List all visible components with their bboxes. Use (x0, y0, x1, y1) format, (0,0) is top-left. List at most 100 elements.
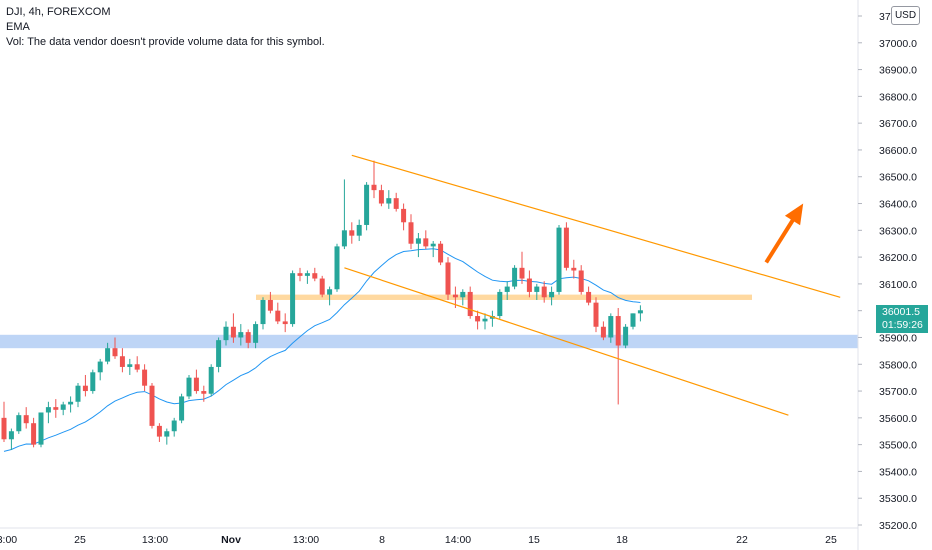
candle (319, 275, 325, 298)
candle (438, 241, 444, 266)
candle (608, 313, 614, 343)
candle (142, 364, 148, 392)
x-tick-label: Nov (221, 534, 241, 546)
candle (223, 321, 229, 346)
candle (556, 224, 562, 295)
x-tick-label: 13:00 (142, 534, 168, 546)
y-tick-label: 35700.0 (879, 386, 917, 398)
y-tick-label: 35500.0 (879, 440, 917, 452)
candle-body (31, 423, 37, 445)
candle (571, 259, 577, 279)
x-tick-label: 13:00 (293, 534, 319, 546)
candle (526, 270, 532, 298)
candle (401, 203, 407, 231)
candle (171, 417, 177, 437)
candle-body (371, 184, 377, 191)
plot-area[interactable] (0, 0, 858, 528)
ema-line (3, 248, 641, 452)
candle-body (608, 316, 614, 338)
candle-body (142, 369, 148, 386)
candle-body (119, 356, 125, 367)
candle-body (82, 385, 88, 392)
candle (216, 337, 222, 373)
y-tick-label: 36700.0 (879, 118, 917, 130)
candle-body (408, 222, 414, 244)
candle (341, 179, 347, 250)
x-tick-label: 8 (379, 534, 385, 546)
zones-layer (0, 294, 858, 349)
candle-body (563, 227, 569, 268)
candle (378, 184, 384, 207)
currency-badge[interactable]: USD (891, 6, 920, 25)
support-zone (0, 334, 858, 349)
price-axis[interactable]: 37100.037000.036900.036800.036700.036600… (858, 11, 917, 532)
candle-body (105, 348, 111, 362)
candle-body (586, 291, 592, 303)
candle-body (90, 372, 96, 392)
candle-body (112, 348, 118, 357)
candle (504, 281, 510, 300)
y-tick-label: 35600.0 (879, 413, 917, 425)
candle (45, 401, 51, 424)
candles-layer (1, 160, 643, 450)
candle-body (519, 267, 525, 279)
candle (430, 241, 436, 258)
candle-body (208, 366, 214, 394)
candle-body (423, 238, 429, 247)
candle-body (312, 273, 318, 279)
candle-body (8, 431, 14, 440)
candle (415, 232, 421, 258)
candle-body (297, 273, 303, 276)
y-tick-label: 37000.0 (879, 38, 917, 50)
candle (164, 428, 170, 445)
candle (482, 313, 488, 330)
candle-body (334, 246, 340, 290)
candle (563, 222, 569, 271)
candle-body (16, 415, 22, 432)
candle-body (415, 238, 421, 244)
candle (393, 192, 399, 212)
candle (134, 356, 140, 373)
drawings-layer (344, 154, 841, 416)
candle-body (38, 412, 44, 445)
candle (260, 297, 266, 330)
candle-body (238, 332, 244, 338)
candle-body (60, 404, 66, 410)
candle-body (186, 377, 192, 397)
candle-body (356, 224, 362, 236)
y-tick-label: 35900.0 (879, 332, 917, 344)
candle-body (534, 286, 540, 292)
x-tick-label: 18 (616, 534, 628, 546)
candle-body (282, 321, 288, 325)
candle-body (526, 278, 532, 292)
y-tick-label: 36500.0 (879, 172, 917, 184)
candle-body (201, 391, 207, 394)
candle (386, 190, 392, 209)
candle-body (556, 227, 562, 292)
candle-body (156, 425, 162, 437)
time-axis[interactable]: 13:00 25 13:00 Nov 13:00 8 14:00 15 18 22 25 (0, 534, 837, 546)
candle-body (452, 294, 458, 298)
candle (60, 401, 66, 416)
channel-lower-line (344, 267, 789, 416)
bar-countdown: 01:59:26 (882, 319, 923, 331)
ema-indicator-label[interactable]: EMA (6, 21, 30, 33)
candle (282, 313, 288, 333)
candle-body (541, 286, 547, 298)
last-price-tag: 36001.5 01:59:26 (876, 305, 928, 333)
candle-body (512, 267, 518, 287)
candle-body (230, 326, 236, 338)
candle-body (623, 326, 629, 346)
symbol-title[interactable]: DJI, 4h, FOREXCOM (6, 6, 111, 18)
candle (53, 399, 59, 418)
candle (327, 286, 333, 306)
candle (445, 257, 451, 300)
candle (230, 313, 236, 343)
x-tick-label: 25 (74, 534, 86, 546)
candle (541, 281, 547, 303)
candle-body (245, 332, 251, 343)
candle-body (378, 190, 384, 204)
candle-body (164, 431, 170, 437)
candle-body (134, 364, 140, 370)
